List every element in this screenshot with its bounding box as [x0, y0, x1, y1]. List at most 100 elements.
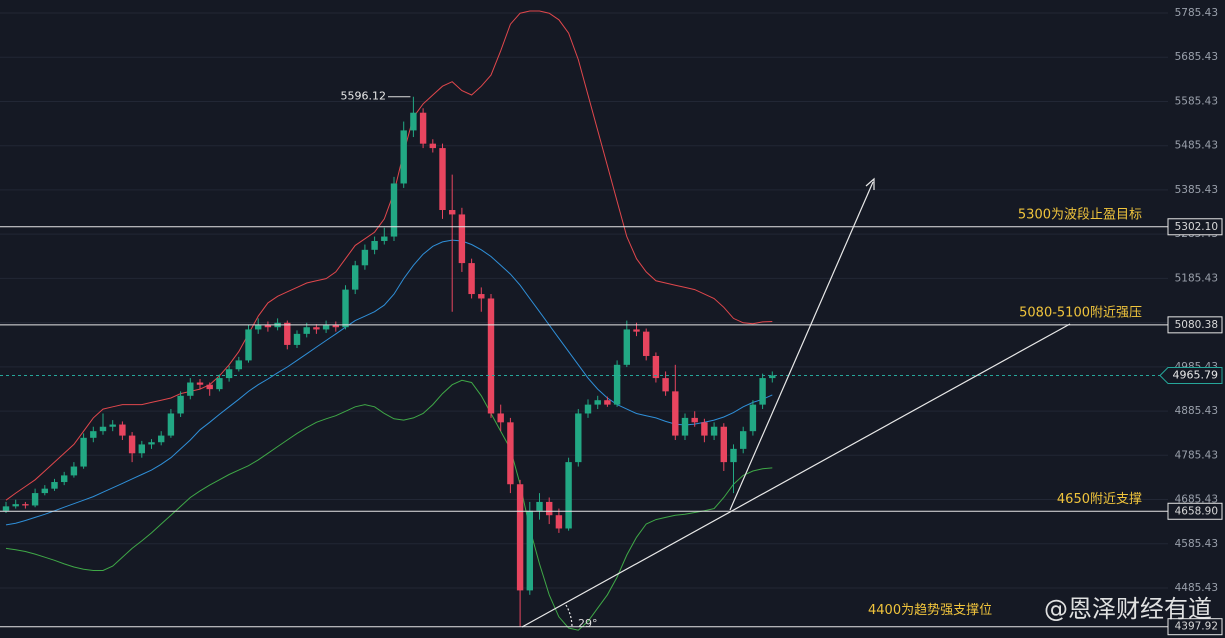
candle-body: [730, 448, 737, 463]
candle-body: [119, 424, 126, 436]
candle-body: [652, 355, 660, 379]
arrow-head: [865, 177, 875, 190]
band-line: [5, 239, 773, 526]
y-tick-label: 4685.43: [1175, 494, 1218, 506]
candle-body: [575, 413, 582, 463]
candle-body: [225, 369, 233, 379]
candle-body: [536, 501, 543, 511]
candle-body: [526, 510, 533, 591]
candle-body: [439, 148, 446, 211]
y-tick-label: 5185.43: [1175, 272, 1218, 284]
candle-body: [429, 143, 436, 149]
grid: 4485.434585.434685.434785.434885.434985.…: [0, 7, 1218, 594]
level-box: [1167, 618, 1223, 636]
candle-body: [478, 294, 485, 299]
band-line: [5, 10, 773, 501]
y-tick-label: 4585.43: [1175, 538, 1218, 550]
candle-body: [12, 504, 19, 507]
level-box: [1167, 218, 1223, 236]
y-tick-label: 5785.43: [1175, 7, 1218, 19]
level-price: 5080.38: [1175, 319, 1218, 331]
last-price-label: 4965.79: [1173, 369, 1219, 382]
candle-body: [128, 435, 136, 454]
candle-body: [681, 417, 689, 436]
candle-body: [672, 391, 679, 436]
candle-body: [487, 298, 495, 414]
angle-label: 29°: [578, 617, 598, 630]
candle-body: [313, 327, 320, 330]
candle-body: [555, 515, 563, 529]
candle-body: [255, 325, 262, 330]
candle-body: [516, 484, 524, 591]
candle-body: [720, 426, 727, 463]
trend-lines: [521, 177, 1071, 629]
candle-body: [361, 249, 369, 266]
y-tick-label: 5385.43: [1175, 184, 1218, 196]
candle-body: [2, 506, 10, 511]
trend-line: [521, 323, 1071, 628]
candle-body: [245, 329, 252, 361]
candle-body: [701, 422, 708, 436]
level-note: 4400为趋势强支撑位: [868, 602, 992, 618]
candle-body: [31, 493, 39, 506]
candle-body: [390, 183, 398, 237]
candle-body: [90, 431, 97, 438]
candle-body: [99, 426, 107, 432]
candle-body: [342, 289, 349, 328]
candle-body: [235, 360, 242, 370]
candle-body: [419, 112, 427, 144]
candle-body: [22, 504, 29, 506]
level-price: 4397.92: [1175, 621, 1218, 633]
level-price: 4658.90: [1175, 505, 1218, 517]
y-tick-label: 5685.43: [1175, 51, 1218, 63]
level-note: 5080-5100附近强压: [1019, 305, 1142, 320]
candle-body: [507, 422, 514, 485]
candle-body: [497, 413, 504, 423]
candle-body: [322, 325, 330, 330]
candle-body: [468, 263, 475, 295]
candle-body: [546, 501, 553, 516]
candle-body: [206, 384, 213, 390]
peak-label: 5596.12: [341, 90, 387, 103]
level-box: [1167, 502, 1223, 520]
candle-body: [662, 378, 669, 392]
candle-body: [148, 442, 155, 445]
candle-body: [138, 444, 145, 454]
last-price-box: [1159, 367, 1223, 385]
level-note: 4650附近支撑: [1057, 492, 1142, 507]
candle-body: [109, 424, 116, 427]
candle-body: [565, 462, 572, 529]
candle-body: [381, 236, 388, 241]
candle-body: [604, 400, 611, 405]
candle-body: [613, 364, 621, 405]
candle-body: [264, 325, 272, 328]
candle-body: [80, 437, 87, 467]
candle-body: [691, 417, 698, 423]
level-box: [1167, 316, 1223, 334]
candle-body: [449, 210, 456, 215]
candle-body: [643, 331, 650, 356]
band-line: [5, 379, 773, 631]
y-tick-label: 5485.43: [1175, 140, 1218, 152]
candle-body: [594, 400, 601, 405]
candle-body: [177, 395, 184, 414]
candle-body: [352, 265, 359, 290]
candle-body: [70, 466, 78, 476]
y-tick-label: 4485.43: [1175, 582, 1218, 594]
candle-body: [332, 325, 339, 328]
watermark: @恩泽财经有道: [1044, 595, 1212, 623]
candle-body: [759, 378, 766, 405]
candle-body: [167, 413, 175, 436]
candle-body: [303, 327, 310, 334]
candle-body: [61, 475, 68, 483]
y-tick-label: 4885.43: [1175, 405, 1218, 417]
candle-body: [293, 333, 301, 345]
marks: 5596.12 4965.79 5302.10 5300为波段止盈目标 5080.38 5…: [0, 10, 1223, 636]
candle-body: [410, 112, 417, 131]
candle-body: [749, 404, 757, 432]
level-note: 5300为波段止盈目标: [1018, 207, 1142, 222]
y-tick-label: 5585.43: [1175, 95, 1218, 107]
level-price: 5302.10: [1175, 221, 1218, 233]
candle-body: [216, 378, 223, 390]
